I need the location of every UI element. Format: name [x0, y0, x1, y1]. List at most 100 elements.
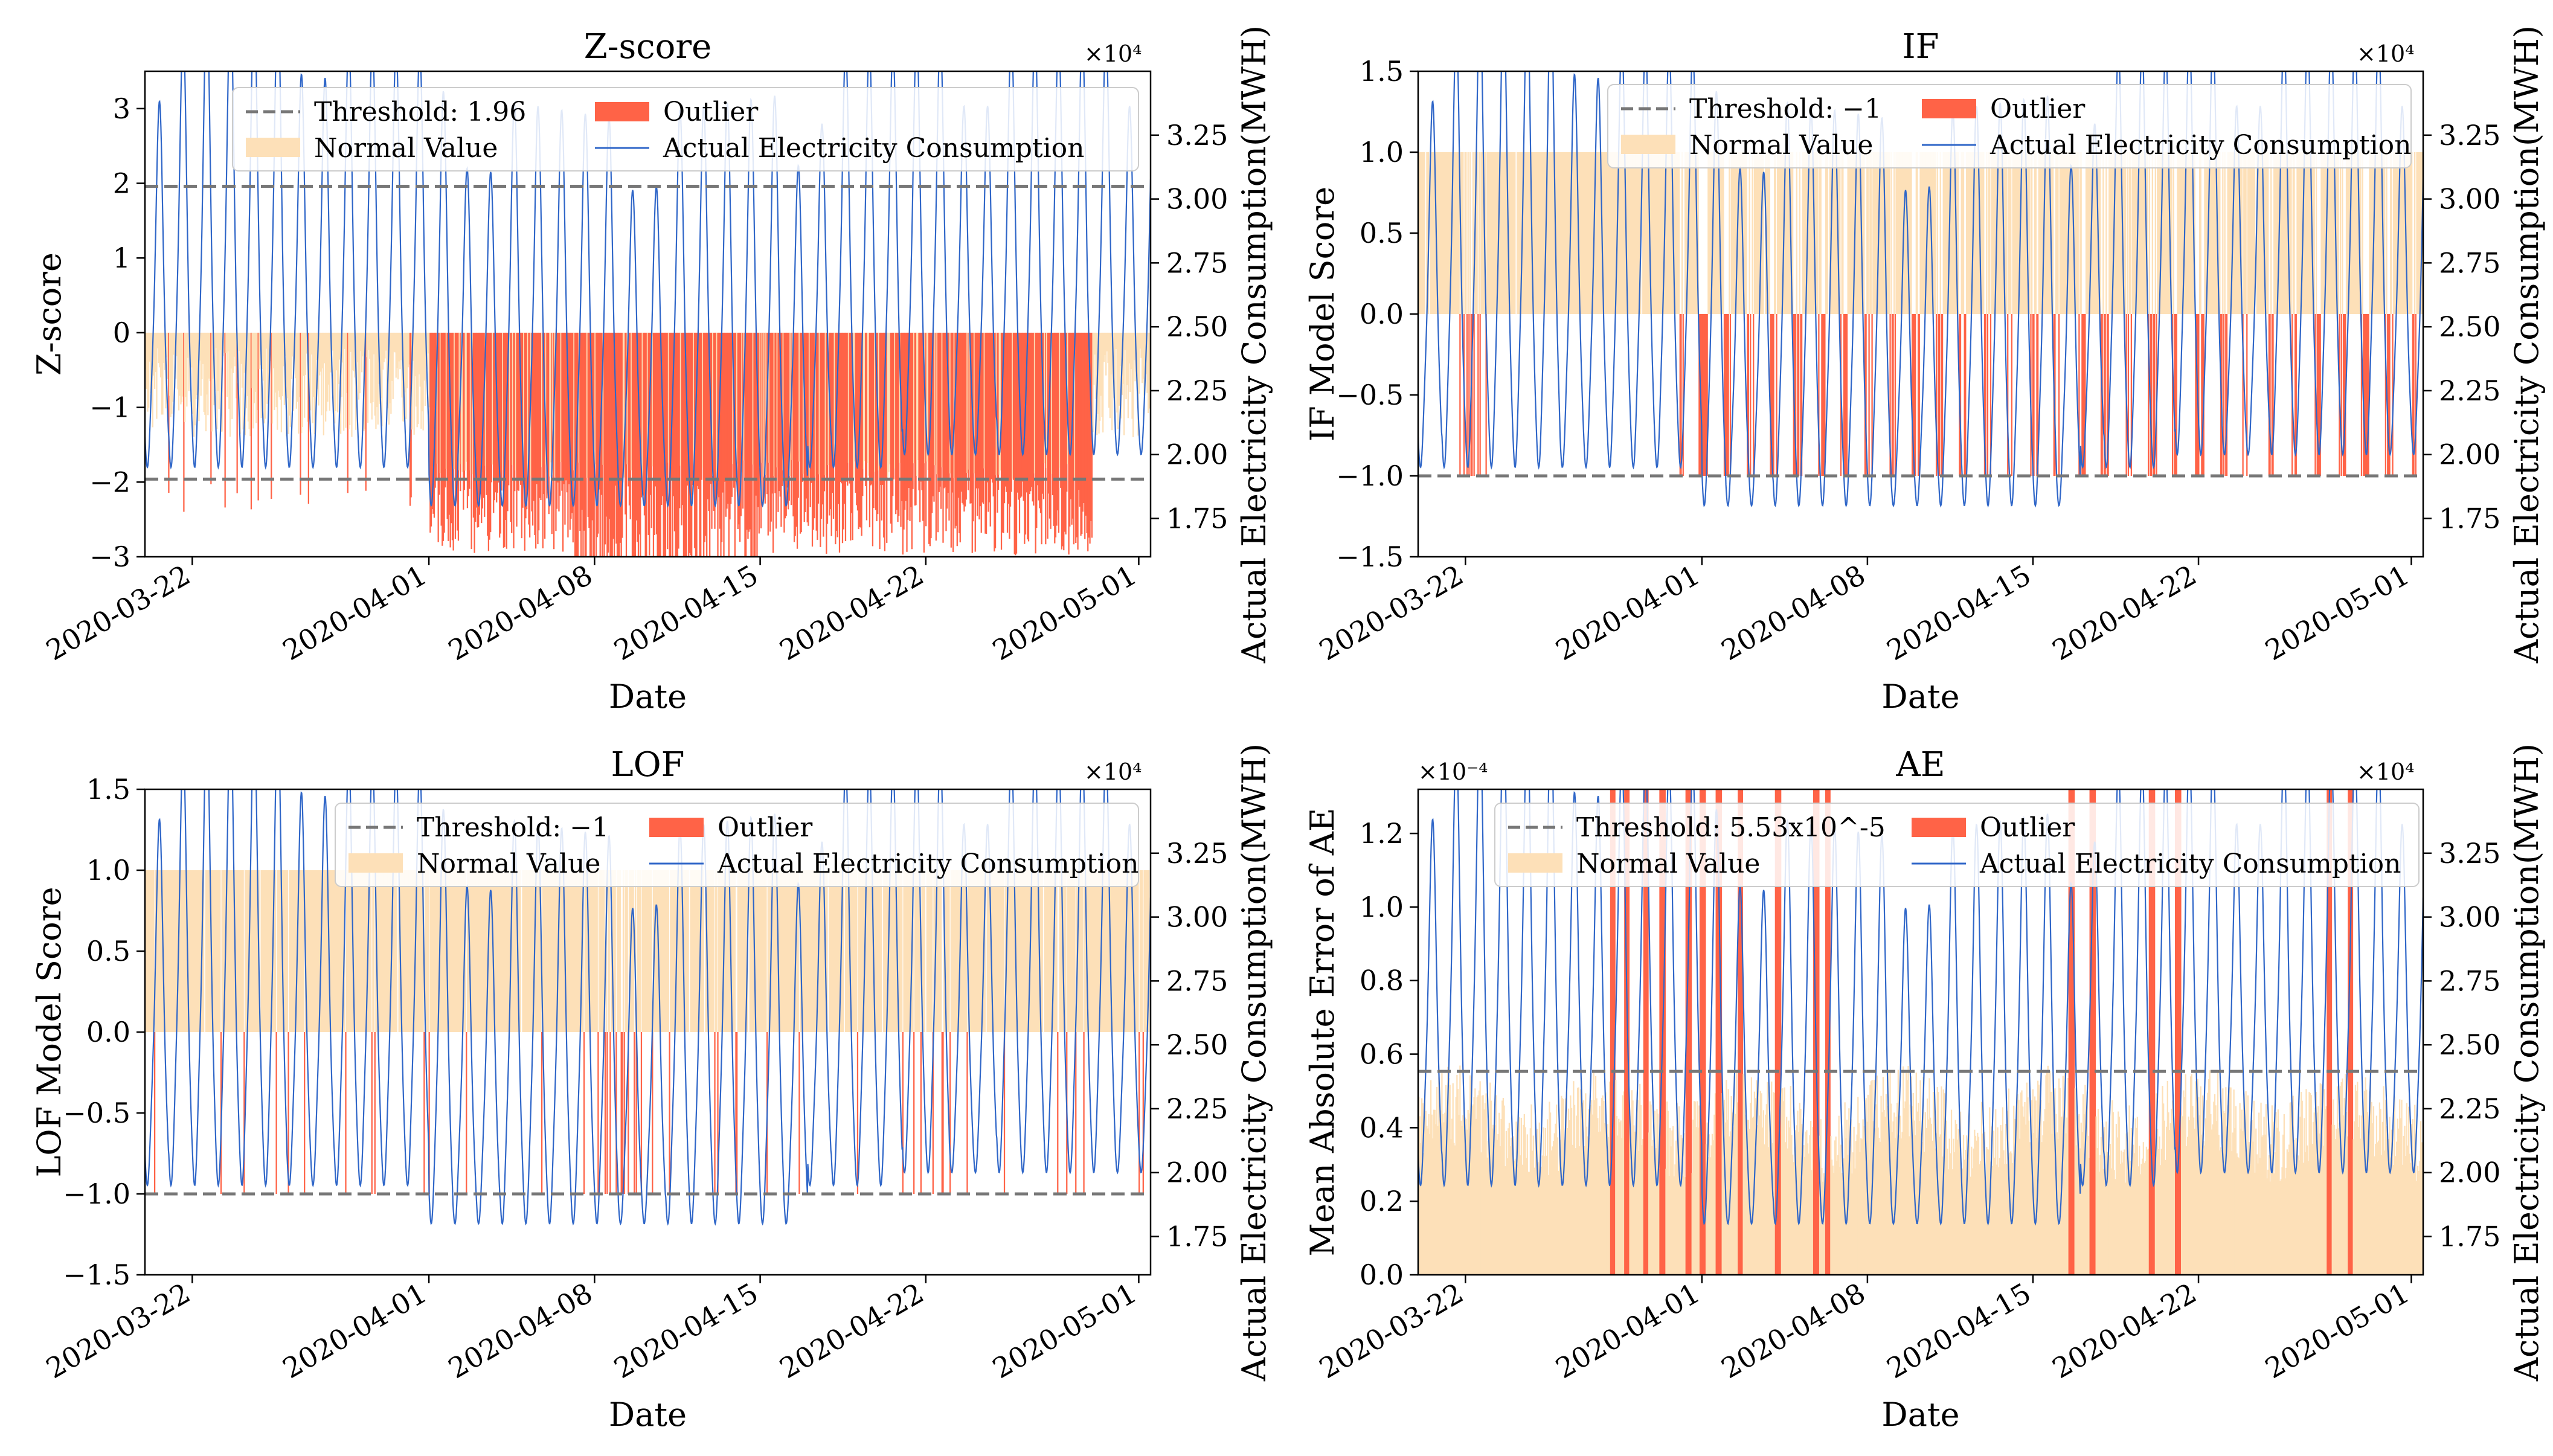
score-bar [1950, 1153, 1951, 1275]
score-bar [1546, 152, 1549, 314]
score-bar [1041, 332, 1042, 545]
score-bar [2023, 152, 2025, 314]
score-bar [641, 332, 643, 479]
score-bar [1059, 870, 1061, 1032]
score-bar [504, 870, 506, 1032]
score-bar [992, 870, 994, 1032]
score-bar [1559, 152, 1561, 314]
score-bar [2266, 152, 2268, 314]
score-bar [2298, 152, 2299, 314]
score-bar [681, 332, 682, 525]
score-bar [1852, 1152, 1854, 1275]
score-bar [2295, 1138, 2297, 1275]
score-bar [2235, 152, 2237, 314]
score-bar [551, 870, 553, 1032]
score-bar [2102, 1169, 2104, 1275]
legend-outlier-label: Outlier [663, 97, 759, 127]
score-bar [1891, 314, 1893, 476]
score-bar [1774, 152, 1776, 314]
score-bar [1762, 1110, 1765, 1275]
score-bar [329, 870, 330, 1032]
score-bar [812, 870, 814, 1032]
score-bar [2163, 1103, 2165, 1275]
score-bar [1967, 1165, 1968, 1275]
score-bar [1730, 152, 1732, 314]
score-bar [300, 870, 301, 1032]
score-bar [2064, 1072, 2066, 1275]
score-bar [1547, 1175, 1549, 1275]
score-bar [2269, 314, 2271, 476]
score-bar [2016, 1105, 2018, 1275]
score-bar [924, 870, 926, 1032]
score-bar [2192, 1106, 2194, 1275]
score-bar [537, 870, 539, 1032]
score-bar [2377, 152, 2378, 314]
score-bar [609, 1032, 611, 1194]
score-bar [1714, 152, 1716, 314]
score-bar [676, 332, 678, 556]
score-bar [1520, 152, 1521, 314]
score-bar [2387, 1139, 2389, 1275]
score-bar [920, 1032, 922, 1194]
score-bar [318, 332, 320, 406]
score-bar [1145, 870, 1147, 1032]
score-bar [759, 870, 761, 1032]
score-bar [481, 870, 484, 1032]
score-bar [969, 870, 971, 1032]
score-bar [541, 332, 543, 467]
score-bar [283, 870, 286, 1032]
y2-tick-label: 2.00 [1166, 1156, 1228, 1189]
score-bar [1127, 870, 1129, 1032]
score-bar [742, 870, 744, 1032]
score-bar [1514, 152, 1517, 314]
score-bar [1576, 1115, 1578, 1275]
score-bar [1581, 152, 1582, 314]
score-bar [214, 332, 216, 391]
score-bar [710, 870, 711, 1032]
score-bar [1546, 1119, 1549, 1275]
score-bar [669, 332, 670, 557]
score-bar [2151, 789, 2153, 1275]
score-bar [1983, 314, 1986, 476]
score-bar [2085, 152, 2087, 314]
score-bar [2250, 152, 2252, 314]
score-bar [745, 332, 747, 557]
score-bar [1021, 332, 1023, 497]
score-bar [731, 332, 733, 497]
score-bar [1108, 332, 1110, 408]
score-bar [2115, 152, 2116, 314]
score-bar [508, 870, 510, 1032]
score-bar [922, 870, 924, 1032]
score-bar [2260, 1102, 2262, 1275]
score-bar [2059, 152, 2061, 314]
score-bar [230, 332, 232, 369]
score-bar [2081, 314, 2083, 476]
score-bar [1088, 332, 1090, 538]
score-bar [350, 332, 352, 352]
score-bar [1989, 1161, 1992, 1275]
score-bar [640, 1032, 643, 1194]
score-bar [942, 332, 944, 543]
score-bar [1615, 152, 1617, 314]
score-bar [361, 332, 363, 373]
score-bar [1793, 1162, 1794, 1275]
score-bar [236, 332, 238, 493]
score-bar [1133, 332, 1135, 361]
score-bar [583, 1032, 585, 1194]
score-bar [2254, 1172, 2256, 1275]
score-bar [960, 332, 962, 492]
score-bar [566, 870, 568, 1032]
score-bar [458, 870, 460, 1032]
score-bar [791, 870, 793, 1032]
score-bar [2163, 152, 2165, 314]
score-bar [1765, 1104, 1768, 1275]
plot-area-lof [145, 789, 1151, 1226]
score-bar [2342, 152, 2343, 314]
score-bar [1855, 152, 1857, 314]
y-tick-label: 0.5 [1360, 217, 1404, 249]
score-bar [2303, 1118, 2305, 1275]
score-bar [1447, 1066, 1449, 1275]
score-bar [366, 870, 368, 1032]
score-bar [262, 332, 263, 370]
score-bar [523, 870, 525, 1032]
